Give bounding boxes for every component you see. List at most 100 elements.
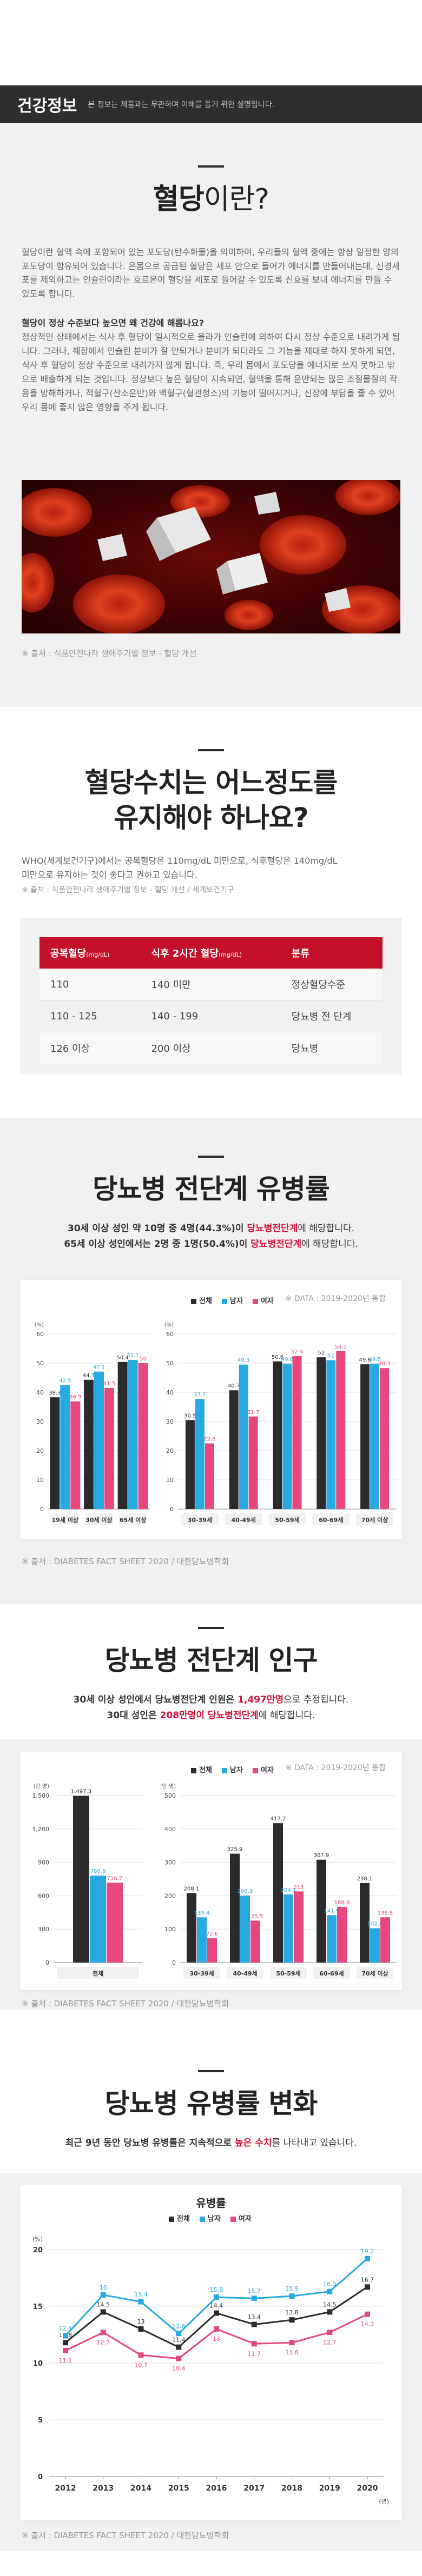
bar	[50, 1397, 60, 1509]
data-label: 12.4	[59, 2325, 72, 2332]
title-bar	[198, 749, 224, 751]
x-category-box	[313, 1967, 350, 1979]
data-point	[100, 2309, 106, 2315]
chart-legend: 전체 남자 여자	[191, 1295, 274, 1305]
bar	[230, 1853, 240, 1963]
bar	[240, 1896, 250, 1963]
y-tick-label: 15	[33, 2303, 43, 2311]
prevalence-by-age-group-chart: (%) 0 10 20 30 40 50 60 19세 이상 38.3 42.5 36.9 30세 이상…	[35, 1322, 150, 1525]
bar	[248, 1416, 258, 1509]
data-label: 208.1	[184, 1886, 200, 1892]
data-label: 307.9	[314, 1853, 329, 1859]
data-label: 14.5	[323, 2301, 337, 2308]
bar	[294, 1891, 304, 1963]
data-label: 200.3	[238, 1888, 253, 1894]
legend-female: 여자	[252, 1295, 274, 1305]
section1-question: 혈당이 정상 수준보다 높으면 왜 건강에 해롭나요?	[22, 318, 205, 329]
y-tick-label: 1,200	[32, 1826, 50, 1833]
bar	[316, 1859, 326, 1963]
data-point	[289, 2317, 295, 2323]
x-category-box	[227, 1967, 263, 1979]
x-tick-label: 60-69세	[319, 1970, 344, 1977]
legend-total: 전체	[169, 2213, 190, 2223]
data-label: 30.5	[184, 1413, 196, 1419]
bar	[380, 1368, 390, 1509]
y-tick-label: 60	[36, 1331, 44, 1338]
x-tick-label: 40-49세	[232, 1516, 256, 1524]
bar	[73, 1796, 89, 1963]
x-category-box	[225, 1513, 262, 1525]
section1-title: 혈당이란?	[153, 183, 269, 216]
data-label: 15.9	[285, 2285, 299, 2292]
y-tick-label: 400	[164, 1826, 176, 1833]
x-tick-label: 2018	[281, 2484, 302, 2493]
bar	[380, 1917, 390, 1963]
data-label: 16	[100, 2284, 107, 2291]
bar	[94, 1371, 104, 1509]
bar	[128, 1360, 138, 1509]
data-label: 204.1	[281, 1887, 296, 1893]
x-tick-label: 2013	[93, 2484, 114, 2493]
y-tick-label: 40	[166, 1389, 174, 1396]
bar	[205, 1443, 214, 1509]
x-tick-label: 50-59세	[275, 1516, 299, 1524]
data-label: 50.6	[272, 1354, 283, 1360]
y-tick-label: 50	[166, 1360, 174, 1367]
data-label: 780.6	[90, 1868, 106, 1874]
table-cell: 당뇨병 전 단계	[280, 1000, 383, 1032]
chart-data-note: ※ DATA : 2019-2020년 통합	[285, 1294, 386, 1303]
data-point	[214, 2294, 219, 2300]
data-label: 15.7	[248, 2287, 261, 2294]
title-bar	[198, 165, 224, 168]
y-tick-label: 20	[36, 1447, 44, 1454]
header-title: 건강정보	[17, 97, 77, 116]
x-category-box	[312, 1513, 350, 1525]
data-label: 72.6	[206, 1931, 218, 1937]
y-tick-label: 200	[164, 1892, 176, 1899]
legend-male: 남자	[199, 2213, 221, 2223]
table-cell: 정상혈당수준	[280, 969, 383, 1000]
data-label: 141.9	[324, 1908, 340, 1914]
section2-para-line2: 미만으로 유지하는 것이 좋다고 권하고 있습니다.	[22, 869, 197, 880]
data-label: 16.3	[323, 2281, 337, 2288]
section-prediabetes-population: 당뇨병 전단계 인구 30세 이상 성인에서 당뇨병전단계 인원은 1,497만…	[0, 1604, 422, 2047]
data-label: 102.6	[367, 1921, 383, 1927]
data-label: 135.4	[194, 1910, 210, 1916]
data-label: 10.7	[134, 2361, 148, 2368]
bar	[239, 1364, 248, 1509]
bar	[90, 1876, 106, 1963]
data-point	[138, 2352, 144, 2358]
data-point	[365, 2255, 370, 2261]
data-label: 52	[318, 1350, 325, 1356]
bar	[195, 1399, 205, 1509]
blood-sugar-table-wrap: 공복혈당(mg/dL) 식후 2시간 혈당(mg/dL) 분류 110 140 …	[20, 918, 402, 1075]
data-label: 325.9	[227, 1847, 243, 1853]
data-label: 14.4	[210, 2303, 223, 2310]
y-tick-label: 20	[166, 1447, 174, 1454]
data-point	[63, 2340, 68, 2346]
data-point	[138, 2326, 144, 2332]
data-point	[251, 2321, 257, 2327]
trend-chart-title: 유병률	[196, 2197, 226, 2210]
y-tick-label: 0	[172, 1959, 176, 1966]
title-bar	[198, 1156, 224, 1158]
x-category-box	[119, 1513, 147, 1525]
data-point	[100, 2292, 106, 2298]
data-point	[176, 2331, 182, 2337]
section3-title: 당뇨병 전단계 유병률	[93, 1173, 330, 1205]
section5-title: 당뇨병 유병률 변화	[104, 2088, 318, 2119]
data-label: 11.8	[285, 2349, 299, 2356]
chart-data-note: ※ DATA : 2019-2020년 통합	[285, 1764, 386, 1772]
y-tick-label: 10	[33, 2360, 43, 2368]
y-tick-label: 300	[38, 1926, 49, 1933]
legend-female: 여자	[252, 1764, 274, 1774]
bar	[84, 1379, 94, 1509]
y-tick-label: 0	[38, 2473, 43, 2481]
bar	[360, 1364, 370, 1509]
data-label: 22.5	[203, 1437, 215, 1443]
y-tick-label: 30	[36, 1418, 44, 1425]
data-label: 48.3	[378, 1361, 390, 1367]
data-point	[289, 2340, 295, 2346]
data-label: 50	[140, 1356, 147, 1362]
data-label: 52.4	[291, 1349, 303, 1355]
